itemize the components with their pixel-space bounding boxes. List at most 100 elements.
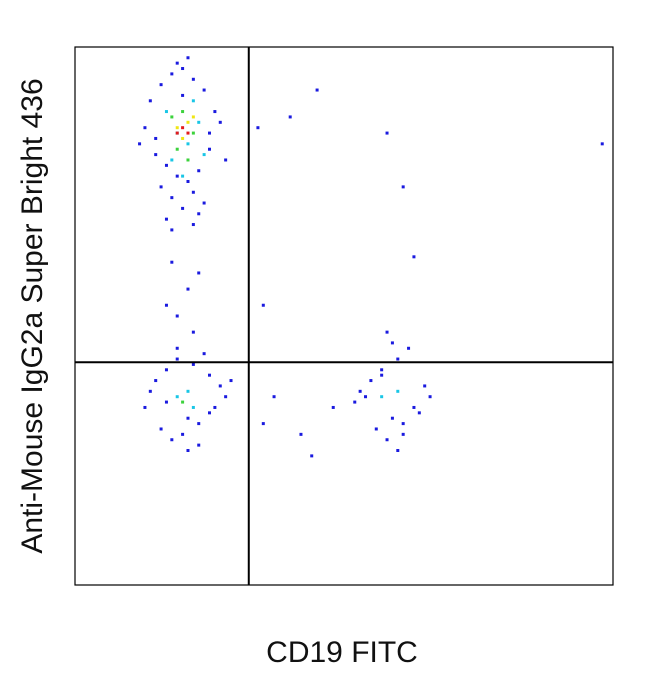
- point: [186, 416, 190, 420]
- point: [148, 389, 152, 393]
- point: [390, 341, 394, 345]
- point: [170, 438, 174, 442]
- point: [164, 368, 168, 372]
- point: [138, 142, 142, 146]
- point: [331, 405, 335, 409]
- point: [299, 432, 303, 436]
- point: [164, 303, 168, 307]
- point: [385, 131, 389, 135]
- point: [197, 212, 201, 216]
- point: [288, 115, 292, 119]
- point: [218, 384, 222, 388]
- point: [213, 110, 217, 114]
- point: [202, 352, 206, 356]
- point: [385, 330, 389, 334]
- point: [186, 449, 190, 452]
- point: [310, 454, 314, 458]
- point: [197, 443, 201, 447]
- point: [380, 373, 384, 377]
- point: [407, 346, 411, 350]
- point: [175, 395, 179, 399]
- point: [191, 330, 195, 334]
- point: [154, 153, 158, 157]
- point: [218, 120, 222, 124]
- point: [191, 362, 195, 366]
- point: [186, 180, 190, 183]
- point: [181, 93, 185, 97]
- x-axis-label: CD19 FITC: [266, 636, 418, 669]
- point: [170, 158, 174, 162]
- point: [401, 422, 405, 426]
- point: [412, 255, 416, 259]
- point: [164, 110, 168, 114]
- point: [186, 287, 190, 291]
- point: [164, 163, 168, 167]
- point: [181, 174, 185, 178]
- point: [181, 126, 185, 130]
- point: [175, 314, 179, 318]
- point: [170, 260, 174, 264]
- point: [401, 185, 405, 189]
- point: [208, 373, 211, 377]
- point: [197, 120, 201, 124]
- point: [175, 357, 179, 361]
- point: [191, 115, 195, 119]
- point: [181, 136, 185, 140]
- point: [364, 395, 368, 399]
- point: [181, 110, 185, 114]
- point: [175, 147, 179, 151]
- point: [181, 432, 185, 436]
- point: [423, 384, 427, 388]
- point: [191, 99, 195, 103]
- point: [159, 83, 163, 87]
- point: [353, 400, 357, 404]
- point: [197, 422, 201, 426]
- point: [412, 405, 416, 409]
- point: [191, 405, 195, 409]
- point: [224, 158, 228, 162]
- point: [159, 185, 163, 189]
- point: [417, 411, 421, 415]
- point: [154, 136, 158, 140]
- point: [202, 153, 206, 157]
- point: [175, 126, 179, 130]
- point: [428, 395, 432, 399]
- point: [396, 357, 400, 361]
- point: [358, 389, 362, 393]
- point: [401, 432, 405, 436]
- point: [186, 142, 190, 146]
- point: [380, 395, 384, 399]
- point: [143, 405, 147, 409]
- point: [390, 416, 394, 420]
- point: [186, 158, 190, 162]
- point: [181, 67, 185, 71]
- point: [143, 126, 147, 130]
- point: [600, 142, 604, 146]
- point: [164, 217, 168, 221]
- point: [191, 131, 195, 135]
- point: [191, 77, 195, 81]
- point: [272, 395, 276, 399]
- point: [181, 400, 185, 404]
- point: [175, 174, 179, 178]
- point: [164, 400, 168, 404]
- point: [175, 61, 179, 65]
- point: [208, 131, 211, 135]
- point: [374, 427, 378, 431]
- point: [148, 99, 152, 103]
- point: [197, 169, 201, 173]
- point: [175, 131, 179, 135]
- point: [380, 368, 384, 372]
- point: [170, 196, 174, 200]
- point: [208, 411, 211, 415]
- point: [154, 379, 158, 383]
- point: [369, 379, 373, 383]
- point: [202, 201, 206, 205]
- point: [224, 395, 228, 399]
- point: [229, 379, 233, 383]
- point: [170, 72, 174, 76]
- point: [197, 271, 201, 275]
- point: [186, 389, 190, 393]
